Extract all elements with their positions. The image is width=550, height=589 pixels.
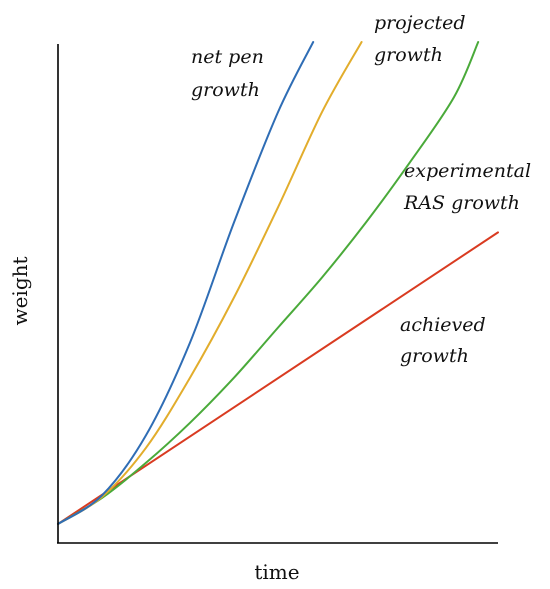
projected-label-line-1: projected — [374, 12, 466, 34]
projected-label-line-2: growth — [374, 44, 443, 66]
achieved-label-line-1: achieved — [400, 314, 486, 336]
x-axis-label: time — [254, 560, 299, 584]
net-pen-label-line-1: net pen — [191, 46, 264, 68]
projected-curve — [57, 41, 363, 525]
net-pen-curve — [57, 41, 315, 525]
experimental-ras-curve — [57, 41, 480, 525]
experimental-ras-label-line-1: experimental — [404, 160, 531, 182]
y-axis-label: weight — [8, 256, 32, 325]
experimental-ras-label-line-2: RAS growth — [403, 192, 520, 214]
curves-group — [57, 41, 499, 525]
net-pen-label-line-2: growth — [191, 79, 260, 101]
achieved-label-line-2: growth — [400, 345, 469, 367]
